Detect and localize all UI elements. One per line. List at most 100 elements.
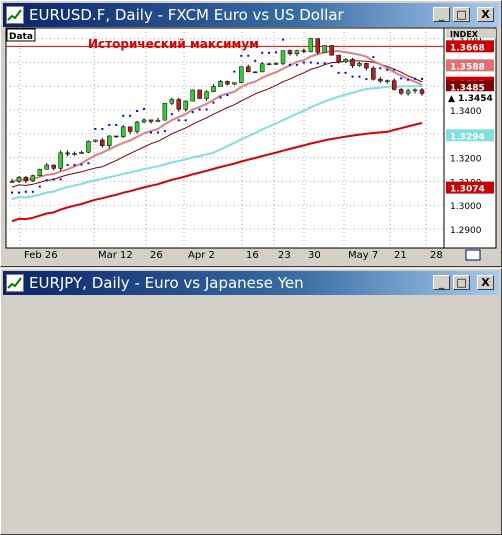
eurusd-chart[interactable]: 1.37001.36001.35001.34001.33001.32001.31… xyxy=(0,0,502,267)
price-tick-label: 1.3200 xyxy=(450,155,482,165)
sar-dot xyxy=(421,77,423,80)
candle xyxy=(183,100,188,110)
candle xyxy=(197,89,202,99)
sar-dot xyxy=(282,38,285,41)
candle xyxy=(141,119,147,123)
date-tick-label: 16 xyxy=(246,250,259,261)
chart-window-icon xyxy=(6,6,24,24)
sar-dot xyxy=(94,128,97,131)
price-box xyxy=(446,59,494,72)
candle xyxy=(16,176,22,182)
sar-dot xyxy=(351,75,354,78)
candle xyxy=(58,152,63,169)
sar-dot xyxy=(337,71,340,74)
sar-dot xyxy=(219,96,222,99)
sar-dot xyxy=(170,113,173,116)
eurjpy-window: EURJPY, Daily - Euro vs Japanese Yen _ □… xyxy=(0,268,502,535)
price-box-label: 1.3668 xyxy=(450,43,485,53)
maximize-button[interactable]: □ xyxy=(453,7,470,22)
candle xyxy=(308,38,314,52)
candle xyxy=(107,135,112,146)
date-tick-label: 28 xyxy=(430,250,443,261)
sar-dot xyxy=(302,61,305,64)
price-box-label: 1.3485 xyxy=(450,83,485,93)
sar-dot xyxy=(149,131,152,134)
eurjpy-title-bar[interactable]: EURJPY, Daily - Euro vs Japanese Yen _ □… xyxy=(3,271,499,295)
sar-dot xyxy=(240,54,243,57)
sar-dot xyxy=(59,178,62,181)
sar-dot xyxy=(38,185,41,188)
close-button[interactable]: X xyxy=(477,7,494,22)
historic-max-annotation: Исторический максимум xyxy=(88,37,259,51)
sar-dot xyxy=(323,62,326,65)
candle xyxy=(93,139,98,142)
price-box xyxy=(446,181,494,194)
sar-dot xyxy=(11,191,13,194)
sar-dot xyxy=(379,67,382,70)
candle xyxy=(113,135,119,138)
candle xyxy=(405,90,411,94)
sar-dot xyxy=(198,108,201,111)
candle xyxy=(371,67,376,80)
candle xyxy=(79,152,84,154)
data-tab[interactable] xyxy=(6,28,36,42)
candle xyxy=(398,89,404,94)
close-button[interactable]: X xyxy=(477,275,494,290)
sar-dot xyxy=(407,78,410,81)
candle xyxy=(37,169,43,176)
candle xyxy=(378,78,383,82)
candle xyxy=(162,102,168,121)
price-box xyxy=(446,40,494,53)
candle xyxy=(218,81,223,87)
date-tick-label: 23 xyxy=(278,250,291,261)
eurusd-window: EURUSD.F, Daily - FXCM Euro vs US Dollar… xyxy=(0,0,502,267)
plot-area[interactable] xyxy=(5,27,445,249)
date-tick-label: Feb 26 xyxy=(24,250,58,261)
candle xyxy=(86,141,91,153)
sar-dot xyxy=(268,51,271,54)
sar-dot xyxy=(233,70,236,73)
sar-dot xyxy=(143,107,146,110)
candle xyxy=(259,63,265,73)
price-box-label: 1.3294 xyxy=(450,132,485,142)
sar-dot xyxy=(136,110,139,113)
sar-dot xyxy=(129,114,132,117)
candle xyxy=(169,99,175,104)
price-box xyxy=(446,91,494,104)
sar-dot xyxy=(205,108,208,111)
candle xyxy=(419,89,425,94)
candle xyxy=(350,59,355,66)
candle xyxy=(315,38,321,53)
sar-dot xyxy=(31,190,34,193)
sar-dot xyxy=(261,51,264,54)
index-tab xyxy=(446,29,496,38)
price-box xyxy=(446,80,494,93)
eurusd-title-bar[interactable]: EURUSD.F, Daily - FXCM Euro vs US Dollar… xyxy=(3,3,499,27)
ma-cyan-line xyxy=(11,85,423,201)
candle xyxy=(120,126,126,138)
chart-window-icon xyxy=(6,274,24,292)
candle xyxy=(232,82,237,85)
maximize-button[interactable]: □ xyxy=(453,275,470,290)
sar-dot xyxy=(184,119,187,122)
candle xyxy=(280,50,286,64)
candle xyxy=(385,80,390,82)
minimize-button[interactable]: _ xyxy=(433,7,450,22)
minimize-button[interactable]: _ xyxy=(433,275,450,290)
candle xyxy=(176,99,182,110)
candle xyxy=(9,181,15,183)
price-box-label: 1.3074 xyxy=(450,185,485,195)
candle xyxy=(204,91,209,99)
date-tick-label: 30 xyxy=(308,250,321,261)
date-tick-label: Apr 2 xyxy=(188,250,215,261)
chart-shift-icon[interactable] xyxy=(465,249,481,261)
candle xyxy=(357,63,362,66)
sar-dot xyxy=(365,78,368,81)
data-tab-label: Data xyxy=(9,32,33,42)
sar-dot xyxy=(358,75,361,78)
sar-dot xyxy=(288,63,291,66)
sar-dot xyxy=(226,94,229,97)
price-box-label: ▲ 1.3454 xyxy=(448,94,493,104)
sar-dot xyxy=(275,51,278,54)
